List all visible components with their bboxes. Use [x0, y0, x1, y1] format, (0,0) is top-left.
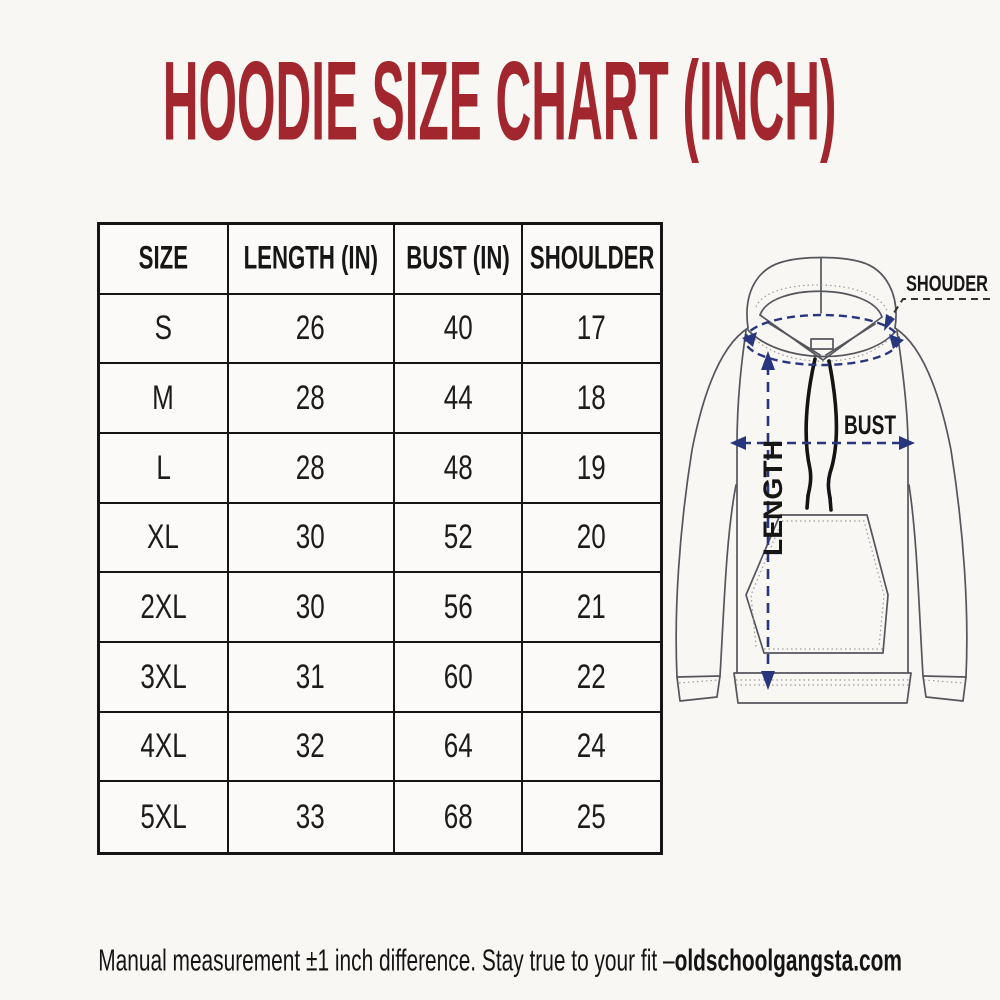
hoodie-illustration: SHOUDER BUST LENGTH — [675, 256, 990, 704]
shoulder-header: SHOULDER — [523, 225, 660, 295]
footer-text: Manual measurement ±1 inch difference. S… — [98, 943, 675, 978]
size-cell: S — [100, 294, 229, 365]
length-cell: 33 — [229, 782, 395, 852]
shoulder-cell: 22 — [523, 643, 660, 713]
bust-cell: 48 — [394, 433, 524, 504]
stitch-lines — [678, 284, 965, 686]
size-cell: XL — [100, 503, 229, 574]
footer-note: Manual measurement ±1 inch difference. S… — [0, 938, 1000, 984]
size-table: SIZE LENGTH (IN) BUST (IN) SHOULDER S 26… — [97, 222, 663, 855]
length-cell: 30 — [228, 573, 395, 643]
length-cell: 31 — [228, 642, 395, 713]
shoulder-cell: 25 — [577, 797, 607, 836]
bust-header: BUST (IN) — [394, 225, 524, 295]
page-title: HOODIE SIZE CHART (INCH) — [0, 45, 1000, 157]
bust-cell: 56 — [394, 573, 524, 643]
drawstrings — [804, 357, 839, 512]
shoulder-arrow-left-icon — [742, 332, 757, 347]
footer-brand: oldschoolgangsta.com — [674, 943, 902, 978]
diagram-labels: SHOUDER BUST LENGTH — [758, 271, 988, 556]
bust-cell: 60 — [394, 642, 524, 713]
length-cell: 32 — [228, 712, 395, 783]
page-title-text: HOODIE SIZE CHART (INCH) — [163, 38, 837, 165]
length-arrow-down-icon — [761, 671, 775, 690]
shoulder-arrow-right-icon — [889, 334, 904, 349]
shoulder-cell: 18 — [523, 364, 660, 434]
bust-cell: 52 — [394, 503, 524, 574]
bust-arrow-left-icon — [730, 436, 746, 450]
shoulder-cell: 24 — [523, 713, 660, 783]
measurement-annotations — [730, 298, 990, 690]
length-cell: 30 — [228, 503, 395, 574]
length-cell: 28 — [228, 364, 395, 434]
length-cell: 26 — [228, 294, 395, 365]
length-diagram-label: LENGTH — [758, 440, 788, 556]
shoulder-leader-arrow-icon — [884, 314, 895, 331]
bust-cell: 68 — [395, 782, 524, 852]
hoodie-outline — [675, 256, 968, 704]
length-arrow-up-icon — [761, 351, 775, 370]
shoulder-leader-line — [885, 298, 990, 326]
bust-arrow-right-icon — [899, 436, 915, 450]
shoulder-diagram-label: SHOUDER — [906, 271, 988, 296]
length-header: LENGTH (IN) — [228, 225, 395, 295]
shoulder-cell: 19 — [523, 434, 660, 504]
size-cell: 2XL — [100, 573, 229, 643]
size-cell: 3XL — [100, 642, 229, 713]
size-header: SIZE — [100, 225, 229, 295]
bust-diagram-label: BUST — [844, 410, 896, 440]
size-cell: L — [100, 433, 229, 504]
bust-cell: 44 — [394, 364, 524, 434]
bust-cell: 40 — [394, 294, 524, 365]
bust-cell: 64 — [394, 712, 524, 783]
shoulder-cell: 20 — [523, 504, 660, 574]
length-cell: 28 — [228, 433, 395, 504]
size-cell: M — [100, 364, 229, 434]
size-cell: 5XL — [100, 782, 229, 852]
shoulder-cell: 21 — [523, 573, 660, 643]
shoulder-cell: 17 — [523, 295, 660, 365]
size-cell: 4XL — [100, 712, 229, 783]
